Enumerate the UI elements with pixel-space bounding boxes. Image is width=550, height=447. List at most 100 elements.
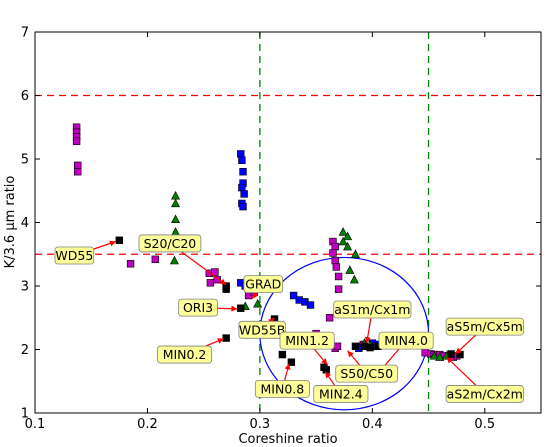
annotation-label: WD55 xyxy=(55,248,93,263)
annotation-arrow-head xyxy=(109,240,116,247)
data-point-square xyxy=(115,236,124,244)
data-point-square xyxy=(151,255,160,264)
annotation-arrow-head xyxy=(347,350,354,358)
x-tick-label: 0.2 xyxy=(137,417,158,432)
data-point-square xyxy=(237,304,245,312)
plot-area xyxy=(35,32,541,413)
annotation-arrow-head xyxy=(284,363,291,371)
annotation: aS2m/Cx2m xyxy=(445,356,524,403)
data-point-square xyxy=(325,314,334,322)
annotation-box xyxy=(333,300,412,319)
annotation: S20/C20 xyxy=(138,234,227,286)
annotation-box xyxy=(279,331,335,350)
data-point-triangle xyxy=(171,214,181,224)
data-point-square xyxy=(331,256,339,265)
data-point-square xyxy=(289,291,298,300)
data-point-square xyxy=(239,202,247,211)
annotation-arrow-head xyxy=(446,357,453,364)
annotation-arrow-head xyxy=(455,347,462,354)
annotation-label: MIN1.2 xyxy=(285,333,329,348)
data-point-square xyxy=(333,342,342,351)
data-point-square xyxy=(332,263,341,271)
data-point-triangle xyxy=(350,249,360,258)
annotation-label: MIN4.0 xyxy=(384,333,428,348)
data-point-triangle xyxy=(349,274,359,284)
annotation-label: MIN0.8 xyxy=(261,381,305,396)
data-point-square xyxy=(222,334,230,342)
annotation-label: aS1m/Cx1m xyxy=(334,302,410,317)
annotation-arrow-line xyxy=(181,251,227,286)
annotation-layer: WD55 S20/C20 GRAD ORI3 aS1m/Cx1m aS5m/Cx5m WD5… xyxy=(54,234,524,403)
annotation-box xyxy=(238,320,286,339)
data-point-triangle xyxy=(253,298,263,308)
data-point-square xyxy=(329,249,337,257)
annotation-arrow-head xyxy=(325,371,332,379)
x-tick-label: 0.5 xyxy=(474,417,495,432)
data-point-square xyxy=(238,183,246,192)
annotation-arrow-head xyxy=(321,358,328,365)
y-tick-label: 3 xyxy=(21,280,29,295)
annotation-box xyxy=(243,275,284,293)
annotation: aS1m/Cx1m xyxy=(333,300,412,344)
annotation: S50/C50 xyxy=(335,350,399,383)
annotation-box xyxy=(157,345,213,364)
data-point-square xyxy=(72,137,81,145)
y-tick-label: 6 xyxy=(21,89,29,104)
annotation: MIN2.4 xyxy=(313,371,369,403)
annotation: GRAD xyxy=(243,275,284,300)
data-point-square xyxy=(74,168,82,176)
annotation-box xyxy=(445,317,524,336)
data-point-square xyxy=(126,260,135,268)
y-tick-label: 5 xyxy=(21,153,29,168)
x-tick-label: 0.3 xyxy=(250,417,271,432)
y-axis-ticks: 1 2 3 4 5 6 7 xyxy=(21,26,541,422)
annotation-box xyxy=(138,234,202,253)
data-point-triangle xyxy=(338,236,348,246)
data-point-square xyxy=(331,242,339,251)
x-axis-ticks: 0.1 0.2 0.3 0.4 0.5 xyxy=(25,32,495,432)
annotation-label: MIN0.2 xyxy=(163,347,207,362)
data-point-square xyxy=(334,285,343,293)
data-point-square xyxy=(447,350,455,358)
data-point-triangle xyxy=(435,352,445,361)
annotation-label: ORI3 xyxy=(183,300,213,315)
data-point-square xyxy=(238,156,246,164)
annotation-box xyxy=(254,379,310,398)
y-tick-label: 2 xyxy=(21,343,29,358)
annotation: WD55 xyxy=(54,240,117,265)
data-point-triangle xyxy=(171,198,181,208)
annotation-label: WD55B xyxy=(239,322,285,337)
annotation-box xyxy=(378,331,434,350)
data-point-triangle xyxy=(343,231,353,241)
annotation: MIN0.8 xyxy=(254,363,310,398)
y-tick-label: 4 xyxy=(21,216,29,231)
annotation-label: aS5m/Cx5m xyxy=(447,319,523,334)
data-point-square xyxy=(74,161,82,170)
data-point-triangle xyxy=(169,255,179,265)
annotation-label: S50/C50 xyxy=(340,366,393,381)
data-point-square xyxy=(206,279,215,287)
annotation-box xyxy=(54,246,95,265)
annotation-label: S20/C20 xyxy=(144,236,197,251)
data-point-square xyxy=(366,343,374,352)
annotation-arrow-head xyxy=(364,336,371,344)
data-point-triangle xyxy=(345,265,355,274)
y-tick-label: 7 xyxy=(21,26,29,41)
data-point-square xyxy=(322,366,330,374)
data-point-square xyxy=(237,150,245,158)
data-point-square xyxy=(239,168,247,176)
y-tick-label: 1 xyxy=(21,407,29,422)
data-point-triangle xyxy=(338,227,348,236)
annotation: MIN1.2 xyxy=(279,331,335,366)
annotation: ORI3 xyxy=(178,298,238,317)
data-point-square xyxy=(278,350,287,359)
annotation-arrow-head xyxy=(231,305,238,312)
x-tick-label: 0.4 xyxy=(362,417,383,432)
annotation-arrow-head xyxy=(217,338,224,344)
data-point-square xyxy=(211,268,219,276)
annotation: MIN0.2 xyxy=(157,338,225,364)
data-point-square xyxy=(334,272,343,281)
annotation-label: MIN2.4 xyxy=(319,386,363,401)
annotation-box xyxy=(335,364,399,383)
